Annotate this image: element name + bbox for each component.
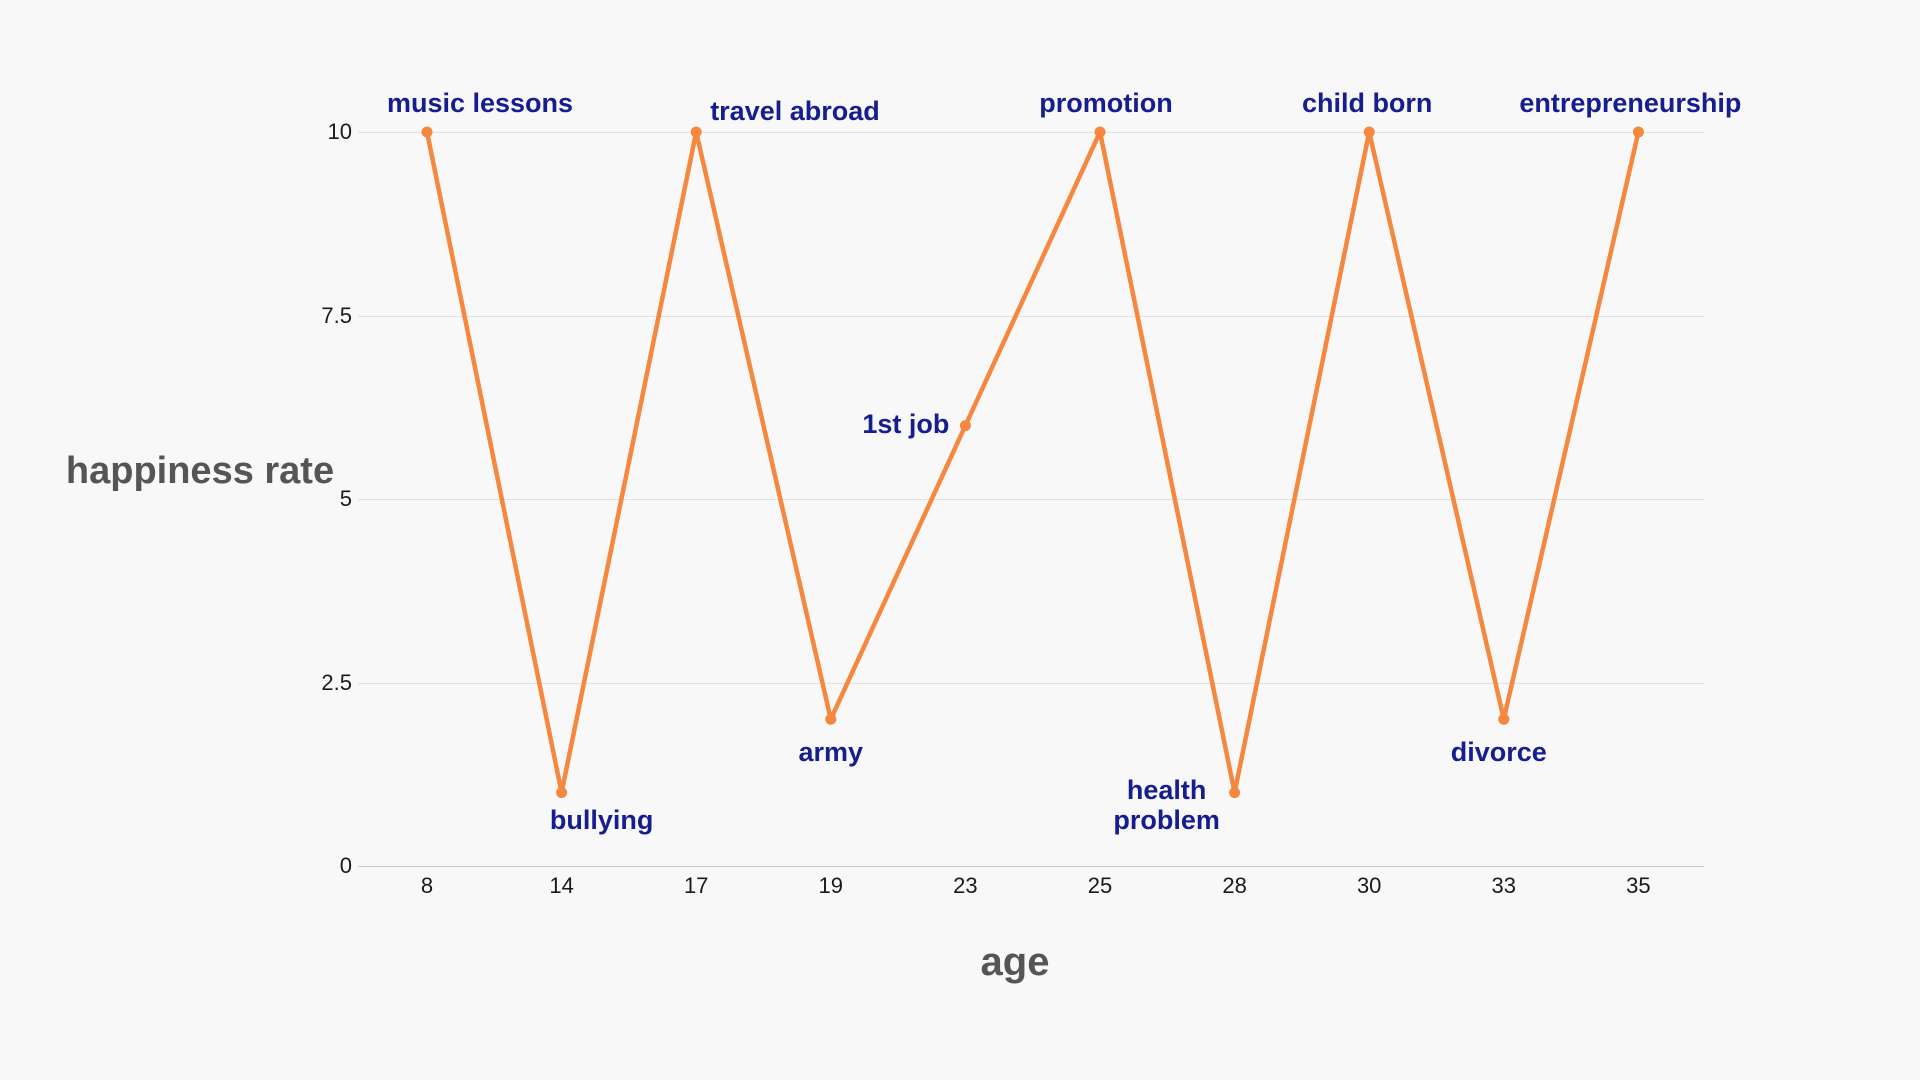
event-annotation-label: health problem — [1113, 774, 1220, 835]
data-point-marker — [1498, 713, 1510, 725]
y-tick-label: 0 — [339, 853, 352, 878]
y-gridline — [358, 682, 1704, 684]
y-gridline — [358, 132, 1704, 133]
x-tick-label: 35 — [1626, 873, 1651, 898]
data-point-marker — [1229, 787, 1241, 799]
data-point-marker — [556, 787, 568, 799]
data-point-marker — [1363, 126, 1375, 138]
event-annotation-label: army — [798, 737, 864, 768]
y-axis-title: happiness rate — [65, 450, 335, 492]
y-gridline — [358, 866, 1704, 867]
x-tick-label: 33 — [1491, 873, 1517, 898]
data-point-marker — [421, 126, 433, 138]
event-annotation-label: bullying — [549, 804, 654, 835]
y-tick-label: 5 — [339, 486, 352, 511]
data-point-marker — [1094, 126, 1106, 138]
event-annotation-label: divorce — [1450, 737, 1547, 768]
x-tick-label: 19 — [818, 873, 844, 898]
x-tick-label: 25 — [1087, 873, 1113, 898]
x-tick-label: 30 — [1356, 873, 1382, 898]
event-annotation-label: child born — [1301, 87, 1433, 118]
data-point-marker — [1632, 126, 1644, 138]
event-annotation-label: 1st job — [862, 408, 950, 439]
x-tick-label: 8 — [420, 873, 434, 898]
x-tick-label: 23 — [953, 873, 978, 898]
data-point-marker — [959, 420, 971, 432]
y-tick-label: 2.5 — [321, 669, 352, 695]
x-tick-label: 14 — [549, 873, 574, 898]
y-tick-label: 7.5 — [321, 302, 352, 328]
y-gridline — [358, 315, 1704, 317]
event-annotation-label: entrepreneurship — [1519, 87, 1742, 118]
x-axis-title: age — [980, 940, 1050, 984]
event-annotation-label: travel abroad — [710, 95, 880, 126]
y-tick-label: 10 — [327, 119, 352, 144]
data-point-marker — [825, 713, 837, 725]
y-gridline — [358, 499, 1704, 500]
event-annotation-label: promotion — [1039, 87, 1173, 118]
x-tick-label: 28 — [1222, 873, 1247, 898]
x-tick-label: 17 — [683, 873, 709, 898]
line-series — [424, 129, 1641, 795]
event-annotation-label: music lessons — [386, 87, 574, 118]
data-point-marker — [690, 126, 702, 138]
